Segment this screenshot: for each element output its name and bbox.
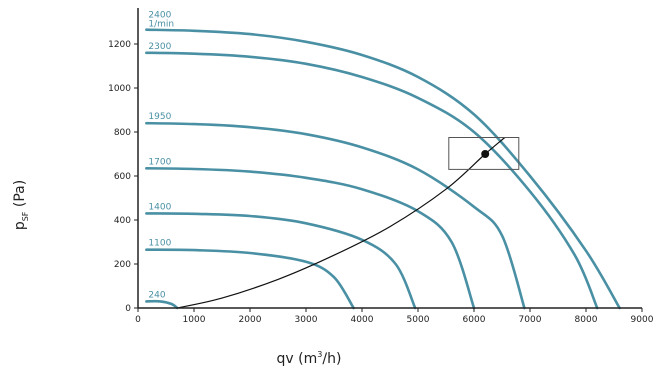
fan-curves xyxy=(145,28,621,310)
curve-label-1100: 1100 xyxy=(148,239,171,249)
fan-curve-1950 xyxy=(145,121,526,310)
x-tick-label: 9000 xyxy=(631,315,654,325)
x-tick-label: 2000 xyxy=(239,315,262,325)
system-curve-group xyxy=(177,137,520,309)
curve-label-2300: 2300 xyxy=(148,42,171,52)
y-tick-label: 1000 xyxy=(108,84,131,94)
curve-label-1400: 1400 xyxy=(148,202,171,212)
x-axis-ticks: 0 1000 2000 3000 4000 5000 6000 7000 8000 9000 xyxy=(135,308,654,325)
operating-point xyxy=(481,150,490,158)
y-tick-label: 400 xyxy=(114,216,131,226)
x-tick-label: 5000 xyxy=(407,315,430,325)
curve-label-1700: 1700 xyxy=(148,157,171,167)
curve-label-2400: 2400 xyxy=(148,11,171,21)
y-tick-label: 1200 xyxy=(108,40,131,50)
y-tick-label: 0 xyxy=(125,304,131,314)
fan-curve-240 xyxy=(145,299,179,310)
y-axis-title: pSF (Pa) xyxy=(12,180,30,230)
system-curve xyxy=(177,137,506,309)
y-axis-ticks: 0 200 400 600 800 1000 1200 xyxy=(108,40,138,314)
operating-box xyxy=(448,137,520,170)
x-tick-label: 3000 xyxy=(295,315,318,325)
y-tick-label: 600 xyxy=(114,172,131,182)
x-tick-label: 0 xyxy=(135,315,141,325)
x-tick-label: 8000 xyxy=(575,315,598,325)
fan-curve-2400 xyxy=(145,28,621,310)
axes xyxy=(137,8,642,309)
x-tick-label: 6000 xyxy=(463,315,486,325)
curve-label-240: 240 xyxy=(148,290,165,300)
fan-curve-1700 xyxy=(145,167,476,310)
y-tick-label: 200 xyxy=(114,260,131,270)
x-tick-label: 1000 xyxy=(183,315,206,325)
x-axis-title: qv (m3/h) xyxy=(277,350,342,367)
fan-curve-1100 xyxy=(145,248,355,310)
curve-unit-label: 1/min xyxy=(148,20,174,30)
curve-label-1950: 1950 xyxy=(148,112,171,122)
x-tick-label: 7000 xyxy=(519,315,542,325)
x-tick-label: 4000 xyxy=(351,315,374,325)
fan-curve-2300 xyxy=(145,51,599,310)
fan-curve-1400 xyxy=(145,212,417,310)
y-tick-label: 800 xyxy=(114,128,131,138)
